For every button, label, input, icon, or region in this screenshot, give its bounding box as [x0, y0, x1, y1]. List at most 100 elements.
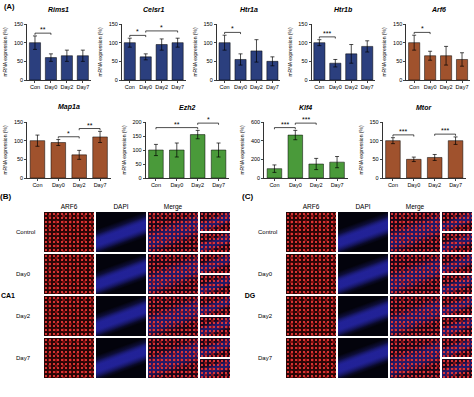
svg-text:Day2: Day2 — [155, 84, 168, 90]
svg-text:100: 100 — [298, 40, 307, 46]
svg-text:**: ** — [87, 122, 93, 129]
svg-text:Day0: Day0 — [424, 84, 437, 90]
svg-text:0: 0 — [20, 175, 23, 181]
svg-text:Mtor: Mtor — [416, 104, 432, 111]
svg-text:50: 50 — [396, 58, 402, 64]
svg-text:100: 100 — [132, 147, 141, 153]
svg-text:Day0: Day0 — [139, 84, 152, 90]
svg-text:Day7: Day7 — [331, 182, 344, 188]
svg-text:0: 0 — [20, 77, 23, 83]
svg-text:*: * — [421, 25, 424, 32]
svg-text:*: * — [160, 24, 163, 31]
svg-text:Htr1b: Htr1b — [334, 6, 353, 13]
svg-text:mRNA expression (%): mRNA expression (%) — [2, 27, 8, 77]
svg-text:Day0: Day0 — [170, 182, 183, 188]
svg-text:Rims1: Rims1 — [48, 6, 69, 13]
svg-text:***: *** — [441, 127, 449, 134]
svg-text:200: 200 — [132, 119, 141, 125]
svg-text:Con: Con — [125, 84, 135, 90]
svg-text:Day7: Day7 — [456, 84, 469, 90]
svg-text:400: 400 — [251, 138, 260, 144]
svg-text:Con: Con — [269, 182, 279, 188]
svg-text:50: 50 — [301, 58, 307, 64]
svg-text:Con: Con — [32, 182, 42, 188]
svg-text:Day2: Day2 — [60, 84, 73, 90]
svg-text:100: 100 — [393, 40, 402, 46]
svg-text:Day7: Day7 — [171, 84, 184, 90]
svg-text:mRNA expression (%): mRNA expression (%) — [121, 125, 127, 175]
svg-text:50: 50 — [112, 58, 118, 64]
svg-text:Con: Con — [30, 84, 40, 90]
svg-text:**: ** — [174, 121, 180, 128]
svg-text:Con: Con — [409, 84, 419, 90]
svg-text:Day0: Day0 — [234, 84, 247, 90]
svg-text:100: 100 — [109, 40, 118, 46]
svg-text:0: 0 — [115, 77, 118, 83]
svg-text:Htr1a: Htr1a — [240, 6, 258, 13]
svg-text:150: 150 — [298, 21, 307, 27]
svg-text:mRNA expression (%): mRNA expression (%) — [287, 27, 293, 77]
svg-text:Day2: Day2 — [191, 182, 204, 188]
svg-text:50: 50 — [207, 58, 213, 64]
svg-text:150: 150 — [132, 133, 141, 139]
svg-text:*: * — [231, 25, 234, 32]
svg-text:Day0: Day0 — [52, 182, 65, 188]
svg-text:Con: Con — [220, 84, 230, 90]
svg-text:Day0: Day0 — [45, 84, 58, 90]
svg-text:*: * — [67, 130, 70, 137]
svg-text:Day2: Day2 — [428, 182, 441, 188]
svg-text:50: 50 — [372, 156, 378, 162]
svg-text:600: 600 — [251, 119, 260, 125]
svg-text:Ezh2: Ezh2 — [179, 104, 195, 111]
svg-text:Con: Con — [314, 84, 324, 90]
svg-text:150: 150 — [14, 119, 23, 125]
svg-text:Celsr1: Celsr1 — [143, 6, 165, 13]
svg-text:0: 0 — [210, 77, 213, 83]
svg-text:mRNA expression (%): mRNA expression (%) — [97, 27, 103, 77]
svg-text:Con: Con — [151, 182, 161, 188]
svg-text:50: 50 — [135, 161, 141, 167]
svg-text:Day7: Day7 — [449, 182, 462, 188]
svg-text:Day7: Day7 — [212, 182, 225, 188]
svg-text:Day2: Day2 — [73, 182, 86, 188]
svg-text:***: *** — [302, 116, 310, 123]
svg-text:Con: Con — [388, 182, 398, 188]
svg-text:Arf6: Arf6 — [431, 6, 446, 13]
svg-text:150: 150 — [109, 21, 118, 27]
svg-text:50: 50 — [17, 156, 23, 162]
svg-text:200: 200 — [251, 156, 260, 162]
svg-text:*: * — [136, 28, 139, 35]
svg-text:100: 100 — [204, 40, 213, 46]
svg-text:150: 150 — [204, 21, 213, 27]
svg-text:*: * — [207, 116, 210, 123]
svg-text:150: 150 — [393, 21, 402, 27]
svg-text:mRNA expression (%): mRNA expression (%) — [381, 27, 387, 77]
svg-text:Day7: Day7 — [266, 84, 279, 90]
svg-text:100: 100 — [369, 138, 378, 144]
svg-text:**: ** — [40, 26, 46, 33]
svg-text:100: 100 — [14, 138, 23, 144]
svg-text:Day2: Day2 — [345, 84, 358, 90]
svg-text:***: *** — [281, 121, 289, 128]
svg-text:mRNA expression (%): mRNA expression (%) — [2, 125, 8, 175]
svg-text:Day7: Day7 — [94, 182, 107, 188]
svg-text:Day2: Day2 — [310, 182, 323, 188]
svg-text:Day0: Day0 — [289, 182, 302, 188]
svg-text:Day2: Day2 — [440, 84, 453, 90]
svg-text:0: 0 — [376, 175, 379, 181]
svg-text:50: 50 — [17, 58, 23, 64]
svg-text:(A): (A) — [4, 2, 15, 11]
svg-text:0: 0 — [304, 77, 307, 83]
svg-text:mRNA expression (%): mRNA expression (%) — [239, 125, 245, 175]
svg-text:0: 0 — [139, 175, 142, 181]
svg-text:Day0: Day0 — [329, 84, 342, 90]
svg-text:Day0: Day0 — [407, 182, 420, 188]
svg-text:Day2: Day2 — [250, 84, 263, 90]
svg-text:***: *** — [399, 128, 407, 135]
svg-text:mRNA expression (%): mRNA expression (%) — [192, 27, 198, 77]
svg-text:Map1a: Map1a — [58, 103, 80, 111]
svg-text:0: 0 — [257, 175, 260, 181]
svg-text:Klf4: Klf4 — [299, 104, 312, 111]
svg-text:150: 150 — [14, 21, 23, 27]
svg-text:100: 100 — [14, 40, 23, 46]
